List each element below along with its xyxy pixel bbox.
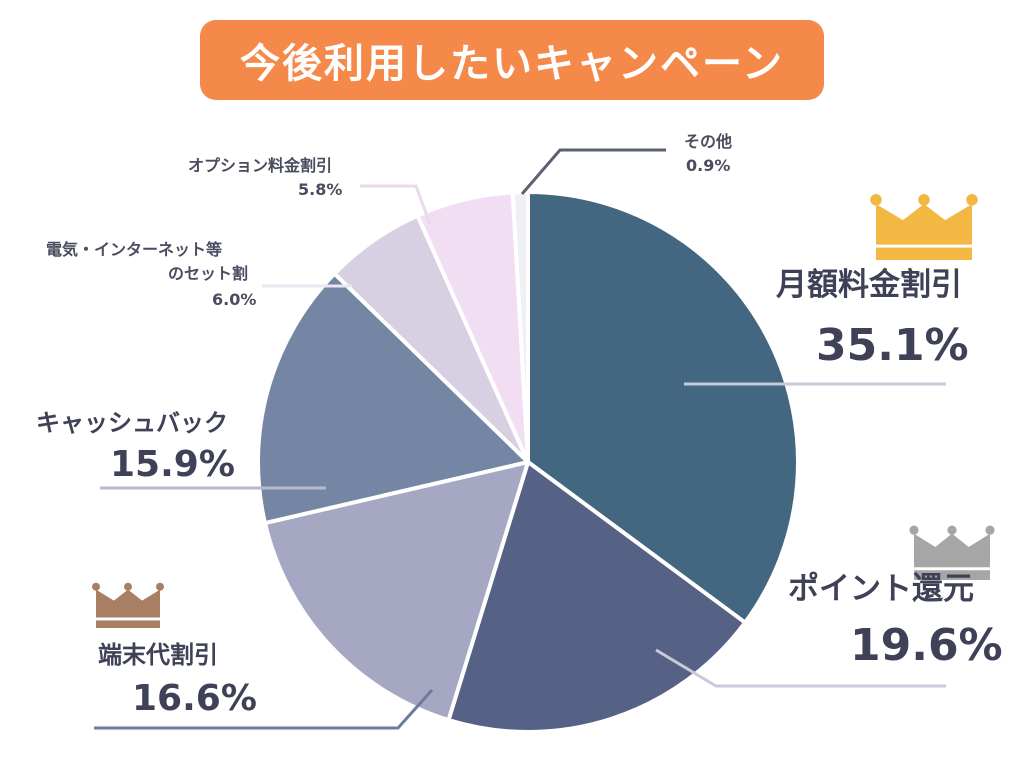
label-value-option-discount: 5.8%: [298, 180, 343, 199]
leader-line-point-reward: [655, 648, 946, 688]
label-name-other: その他: [684, 132, 733, 151]
chart-title: 今後利用したいキャンペーン: [240, 41, 784, 87]
pie-slice-device-discount: [262, 460, 530, 723]
leader-line-device-discount: [94, 688, 434, 730]
label-name-monthly-discount: 月額料金割引: [776, 267, 962, 303]
crown-bronze-icon: [92, 582, 164, 628]
pie-slice-cashback: [256, 271, 530, 526]
label-name-option-discount: オプション料金割引: [188, 156, 333, 175]
label-value-cashback: 15.9%: [110, 444, 235, 485]
crown-silver-icon: [909, 525, 995, 580]
label-value-point-reward: 19.6%: [850, 620, 1003, 671]
leader-line-other: [520, 148, 666, 195]
pie-slice-other: [510, 189, 530, 464]
label-value-device-discount: 16.6%: [132, 678, 257, 719]
pie-slice-monthly-discount: [526, 190, 800, 625]
label-name-set-discount-line2: のセット割: [168, 264, 249, 283]
label-value-monthly-discount: 35.1%: [816, 320, 969, 371]
label-name-device-discount: 端末代割引: [98, 641, 218, 669]
crown-gold-icon: [870, 194, 978, 260]
title-banner: 今後利用したいキャンペーン: [200, 20, 824, 100]
label-name-set-discount-line1: 電気・インターネット等: [46, 240, 223, 259]
label-value-other: 0.9%: [686, 156, 731, 175]
label-value-set-discount: 6.0%: [212, 290, 257, 309]
label-name-cashback: キャッシュバック: [36, 409, 228, 437]
pie-slice-point-reward: [446, 460, 748, 734]
leader-line-option-discount: [360, 184, 432, 225]
label-name-point-reward: ポイント還元: [788, 571, 974, 607]
